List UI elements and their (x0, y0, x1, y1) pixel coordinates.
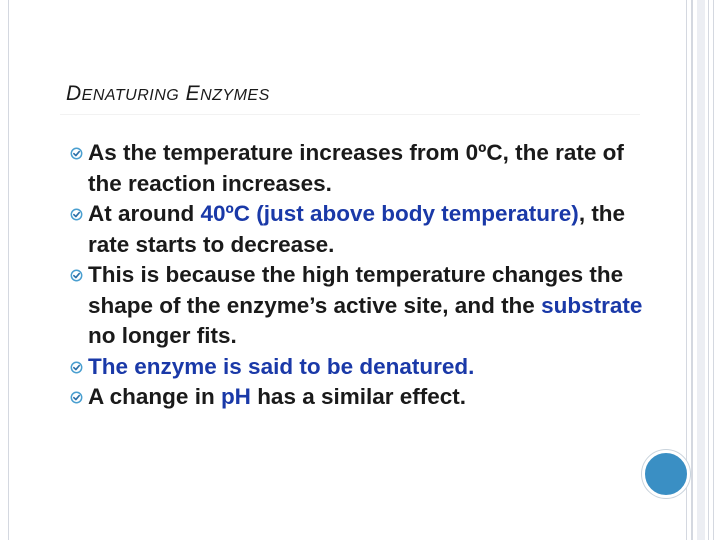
bullet-text-run: A change in (88, 384, 221, 409)
bullet-text-run: no longer fits. (88, 323, 237, 348)
bullet-text-run: As the temperature increases from 0ºC, t… (88, 140, 624, 196)
bullet-text: A change in pH has a similar effect. (88, 382, 660, 413)
title-rest-2: NZYMES (200, 87, 270, 104)
bullet-text-run: , the rate starts to decrease. (88, 201, 626, 257)
bullet-text: At around 40ºC (just above body temperat… (88, 199, 660, 260)
circle-check-icon (70, 361, 83, 373)
bullet-text: As the temperature increases from 0ºC, t… (88, 138, 660, 199)
bullet-text-run: 40ºC (just above body temperature) (200, 201, 579, 226)
bullet-text-run: At around (88, 201, 201, 226)
bullet-item: At around 40ºC (just above body temperat… (70, 199, 660, 260)
bullet-text-run: has a similar effect. (250, 384, 467, 409)
bullet-text: This is because the high temperature cha… (88, 260, 660, 352)
bullet-item: As the temperature increases from 0ºC, t… (70, 138, 660, 199)
title-rest-1: ENATURING (81, 87, 180, 104)
bullet-item: This is because the high temperature cha… (70, 260, 660, 352)
circle-check-icon (70, 391, 83, 404)
bullet-text-run: pH (220, 384, 251, 409)
slide-title: DENATURING ENZYMES (66, 82, 270, 106)
blue-circle-icon (642, 450, 690, 498)
bullet-text-run: substrate (541, 292, 643, 318)
right-frame-lines (686, 0, 714, 540)
left-frame-line (8, 0, 9, 540)
bullet-text-run: The enzyme is said to be denatured. (88, 353, 475, 379)
bullet-item: The enzyme is said to be denatured. (70, 352, 660, 383)
bullet-text-run: This is because the high temperature cha… (88, 262, 624, 318)
circle-check-icon (70, 269, 83, 282)
circle-check-icon (70, 147, 83, 160)
circle-check-icon (70, 208, 83, 221)
bullet-list: As the temperature increases from 0ºC, t… (70, 138, 660, 413)
title-underline (60, 114, 640, 115)
title-cap-2: E (185, 82, 201, 105)
bullet-item: A change in pH has a similar effect. (70, 382, 660, 413)
title-cap-1: D (66, 82, 82, 105)
bullet-text: The enzyme is said to be denatured. (88, 352, 660, 383)
